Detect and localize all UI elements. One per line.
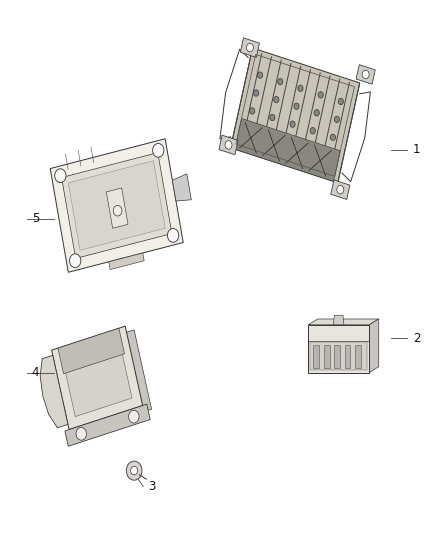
Circle shape [310,127,315,134]
Polygon shape [65,404,150,446]
Polygon shape [356,64,375,84]
Polygon shape [345,345,350,368]
Polygon shape [62,339,132,417]
Circle shape [247,43,254,52]
Text: 2: 2 [413,332,420,344]
Circle shape [278,78,283,85]
Circle shape [294,103,299,109]
Circle shape [337,185,344,194]
Polygon shape [58,328,124,374]
Circle shape [338,98,343,104]
Circle shape [362,70,369,79]
Polygon shape [230,48,360,183]
Text: 1: 1 [413,143,420,156]
Circle shape [318,92,323,98]
Polygon shape [324,345,329,368]
Polygon shape [60,330,152,433]
Circle shape [254,90,259,96]
Polygon shape [331,180,350,199]
Circle shape [152,143,164,157]
Polygon shape [311,342,367,370]
Circle shape [70,254,81,268]
Polygon shape [62,152,172,259]
Polygon shape [109,253,144,270]
Circle shape [274,96,279,103]
Polygon shape [314,345,319,368]
Polygon shape [52,326,143,430]
Circle shape [126,461,142,480]
Text: 4: 4 [32,366,39,379]
Polygon shape [240,38,259,58]
Text: 5: 5 [32,212,39,225]
Polygon shape [235,118,340,181]
Circle shape [314,110,319,116]
Circle shape [290,121,295,127]
Circle shape [131,466,138,475]
Circle shape [76,427,87,440]
Circle shape [167,229,179,243]
Polygon shape [308,325,369,373]
Polygon shape [308,319,379,325]
Circle shape [270,115,275,121]
Polygon shape [50,139,183,272]
Circle shape [250,108,255,114]
Circle shape [298,85,303,92]
Polygon shape [219,135,238,155]
Polygon shape [333,316,344,325]
Circle shape [334,116,339,123]
Polygon shape [334,345,340,368]
Text: 3: 3 [148,480,156,493]
Polygon shape [355,345,361,368]
Polygon shape [40,356,68,428]
Polygon shape [68,161,165,251]
Polygon shape [173,174,191,201]
Polygon shape [106,188,128,228]
Circle shape [225,141,232,149]
Circle shape [330,134,336,141]
Circle shape [129,410,139,423]
Circle shape [113,205,122,216]
Polygon shape [369,319,379,373]
Circle shape [258,72,263,78]
Circle shape [55,169,66,183]
